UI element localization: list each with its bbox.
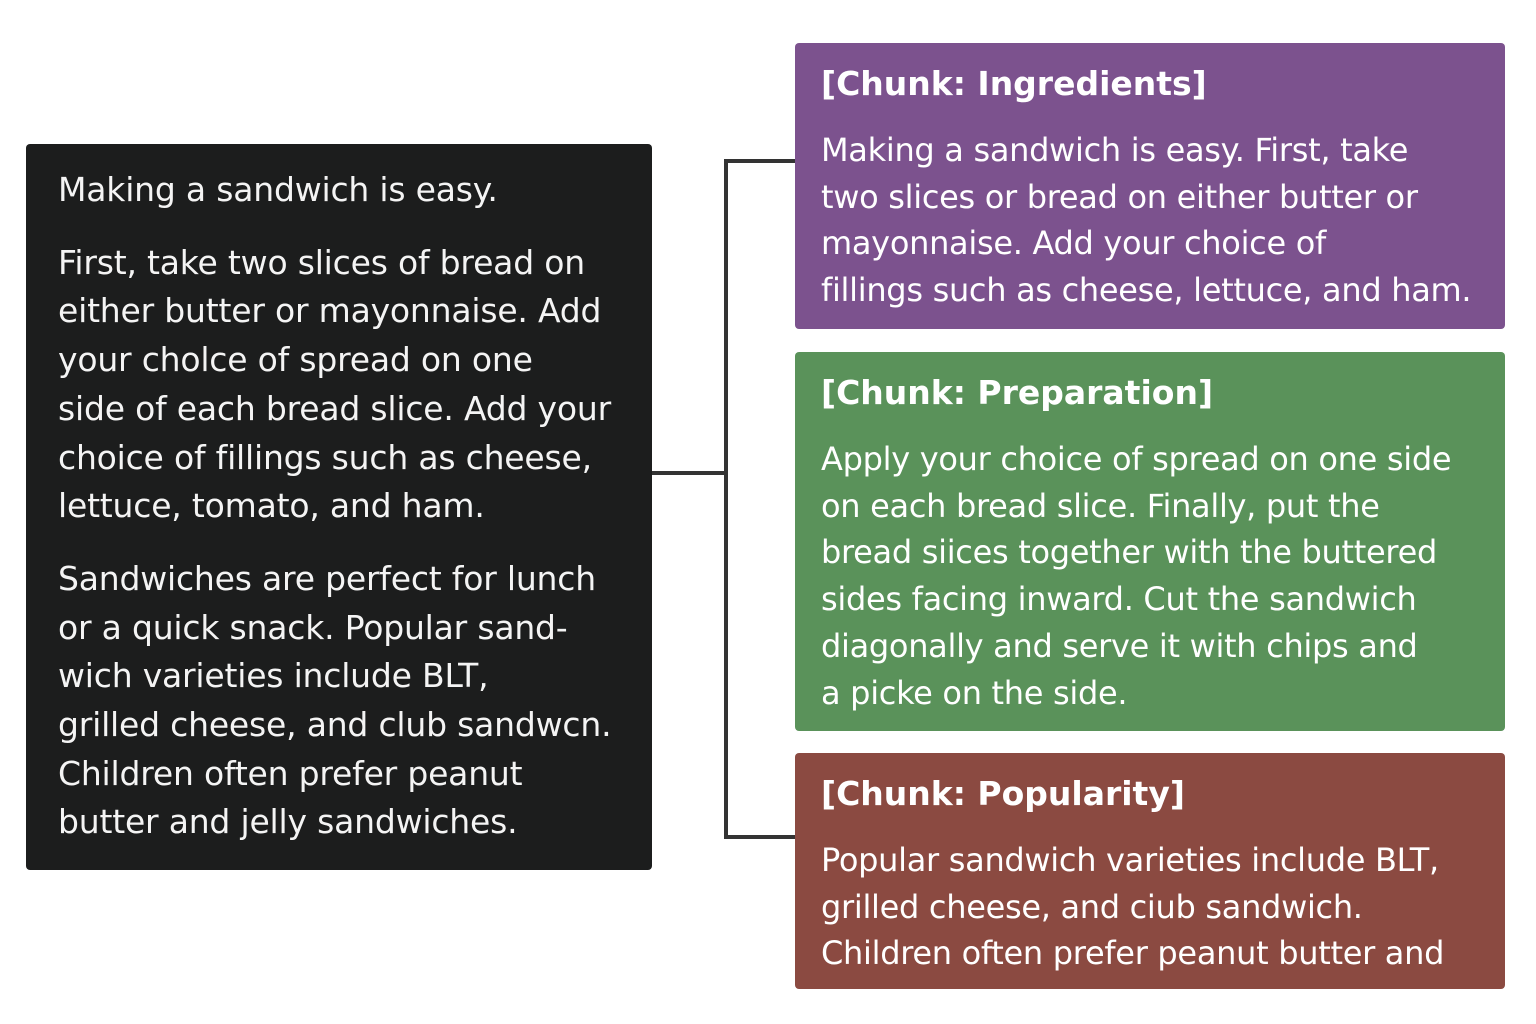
source-paragraph-popularity: Sandwiches are perfect for lunch or a qu… xyxy=(58,558,612,842)
source-paragraph-intro: Making a sandwich is easy. xyxy=(58,170,498,209)
source-document: Making a sandwich is easy. First, take t… xyxy=(26,144,652,870)
chunk-title: [Chunk: Ingredients] xyxy=(821,64,1207,103)
chunk-body: Apply your choice of spread on one side … xyxy=(821,440,1452,712)
chunk-title: [Chunk: Popularity] xyxy=(821,774,1185,813)
chunk-body: Popular sandwich varieties include BLT, … xyxy=(821,841,1445,973)
chunk-preparation: [Chunk: Preparation] Apply your choice o… xyxy=(795,352,1505,731)
chunk-body: Making a sandwich is easy. First, take t… xyxy=(821,131,1472,310)
source-paragraph-steps: First, take two slices of bread on eithe… xyxy=(58,242,611,526)
chunk-ingredients: [Chunk: Ingredients] Making a sandwich i… xyxy=(795,43,1505,329)
chunk-popularity: [Chunk: Popularity] Popular sandwich var… xyxy=(795,753,1505,989)
chunk-title: [Chunk: Preparation] xyxy=(821,373,1214,412)
